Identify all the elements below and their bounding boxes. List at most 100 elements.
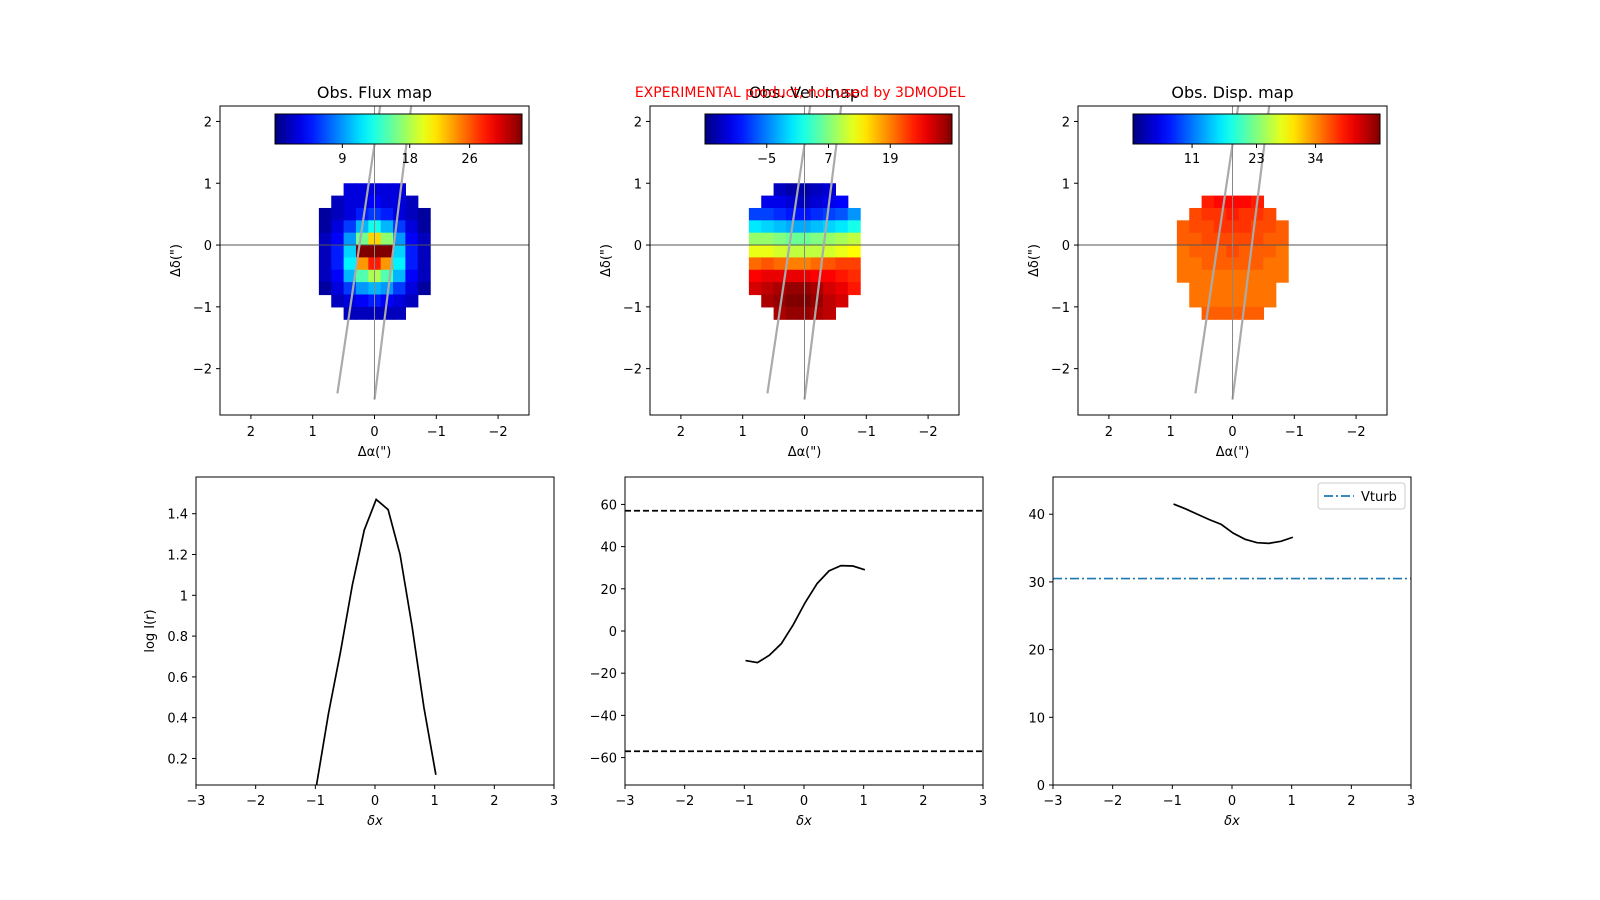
vel_map-cell: [810, 269, 824, 283]
disp_map-cell: [1263, 269, 1277, 283]
flux_map-cell: [331, 245, 345, 259]
vel_map-colorbar-tick-label: 7: [824, 152, 832, 167]
flux_map-cell: [318, 207, 332, 221]
vel_profile-xtick-label: −1: [735, 794, 754, 809]
disp_map-cell: [1263, 232, 1277, 246]
disp_map-cell: [1238, 306, 1252, 320]
vel_map-xtick-label: 0: [800, 425, 808, 440]
disp_map-cell: [1251, 282, 1264, 296]
flux_map-cell: [355, 257, 369, 271]
flux_map-ytick-label: 1: [204, 177, 212, 192]
disp_map-cell: [1275, 245, 1289, 259]
disp_map-title: Obs. Disp. map: [1171, 83, 1293, 102]
disp_map-cell: [1189, 294, 1203, 308]
vel_profile-ytick-label: −60: [590, 752, 617, 767]
vel_map-cell: [748, 269, 762, 283]
flux_map-ytick-label: −2: [193, 363, 212, 378]
flux_profile-ylabel: log I(r): [143, 609, 158, 652]
flux_map-cell: [393, 207, 406, 221]
vel_map-cell: [773, 257, 787, 271]
vel_map-cell: [748, 245, 762, 259]
vel_map-cell: [761, 195, 775, 209]
disp_map-cell: [1213, 306, 1227, 320]
flux_map-cell: [380, 269, 394, 283]
flux_profile-ytick-label: 0.2: [167, 752, 188, 767]
vel_profile-ytick-label: −40: [590, 709, 617, 724]
flux_map-colorbar-tick-label: 18: [401, 152, 418, 167]
disp_map-cell: [1251, 294, 1264, 308]
flux_map-cell: [405, 269, 419, 283]
vel_map-title: Obs. Vel. map: [749, 83, 860, 102]
vel_map-xtick-label: −1: [857, 425, 876, 440]
flux_map-cell: [417, 257, 431, 271]
flux_map-cell: [380, 183, 394, 197]
flux_map-xtick-label: 2: [247, 425, 255, 440]
flux_map-cell: [380, 207, 394, 221]
disp_map-cell: [1263, 207, 1277, 221]
flux_map-cell: [318, 269, 332, 283]
disp_map-cell: [1263, 282, 1277, 296]
disp_map-xtick-label: 1: [1167, 425, 1175, 440]
flux_profile-xtick-label: −3: [186, 794, 205, 809]
flux_map-cell: [417, 207, 431, 221]
disp_map-cell: [1238, 269, 1252, 283]
vel_map-ytick-label: 0: [634, 239, 642, 254]
flux_map-cell: [393, 245, 406, 259]
disp_profile-ytick-label: 30: [1028, 576, 1045, 591]
vel_map-cell: [773, 220, 787, 234]
vel_map-cell: [748, 282, 762, 296]
vel_map-cell: [785, 207, 799, 221]
vel_map-cell: [761, 269, 775, 283]
disp_map-cell: [1275, 257, 1289, 271]
flux_map-cell: [417, 245, 431, 259]
vel_map-colorbar-tick-label: −5: [757, 152, 776, 167]
vel_map-cell: [761, 207, 775, 221]
vel_map-ytick-label: 2: [634, 115, 642, 130]
flux_map-cell: [417, 220, 431, 234]
vel_map-cell: [823, 245, 836, 259]
vel_map-cell: [785, 306, 799, 320]
flux_profile-ytick-label: 1.4: [167, 508, 188, 523]
vel_map-cell: [748, 232, 762, 246]
disp_map-cell: [1213, 269, 1227, 283]
flux_profile-xtick-label: −2: [246, 794, 265, 809]
vel_map-cell: [835, 195, 849, 209]
disp_map-colorbar-tick-label: 34: [1307, 152, 1324, 167]
vel_map-cell: [847, 245, 861, 259]
disp_map-cell: [1189, 207, 1203, 221]
experimental-banner: EXPERIMENTAL product, not used by 3DMODE…: [635, 85, 966, 101]
disp_map-cell: [1189, 282, 1203, 296]
flux_map-cell: [318, 257, 332, 271]
disp_map-cell: [1189, 257, 1203, 271]
flux_map-colorbar: [274, 113, 523, 145]
vel_map-plot-area: [650, 106, 959, 400]
flux_map-cell: [331, 232, 345, 246]
flux_map-cell: [380, 220, 394, 234]
vel_profile-axes: −3 −2 −1 0 1 2 3 −60 −40 −20 0 20 40 60 δx: [590, 476, 987, 829]
flux_map-ylabel: Δδ("): [169, 244, 184, 277]
vel_map-cell: [810, 245, 824, 259]
disp_profile-series-line: [1173, 503, 1294, 545]
flux_map-cell: [343, 183, 357, 197]
vel_map-cell: [835, 207, 849, 221]
vel_map-cell: [835, 220, 849, 234]
disp_map-colorbar-tick-label: 11: [1184, 152, 1201, 167]
disp_map-cell: [1213, 207, 1227, 221]
vel_map-cell: [823, 183, 836, 197]
vel_map-cell: [761, 294, 775, 308]
disp_map-cell: [1189, 232, 1203, 246]
disp_map-cell: [1201, 207, 1215, 221]
disp_profile-legend: [1317, 482, 1406, 510]
flux_map-cell: [355, 306, 369, 320]
flux_profile-xtick-label: 2: [490, 794, 498, 809]
vel_map-cell: [810, 282, 824, 296]
flux_map-cell: [380, 195, 394, 209]
disp_map-xtick-label: 0: [1228, 425, 1236, 440]
vel_map-cell: [773, 195, 787, 209]
vel_map-cell: [773, 232, 787, 246]
flux_map-cell: [393, 257, 406, 271]
vel_map-ytick-label: −2: [623, 363, 642, 378]
disp_map-xtick-label: −2: [1347, 425, 1366, 440]
disp_profile-legend-label: Vturb: [1361, 490, 1397, 505]
vel_map-xtick-label: 1: [739, 425, 747, 440]
